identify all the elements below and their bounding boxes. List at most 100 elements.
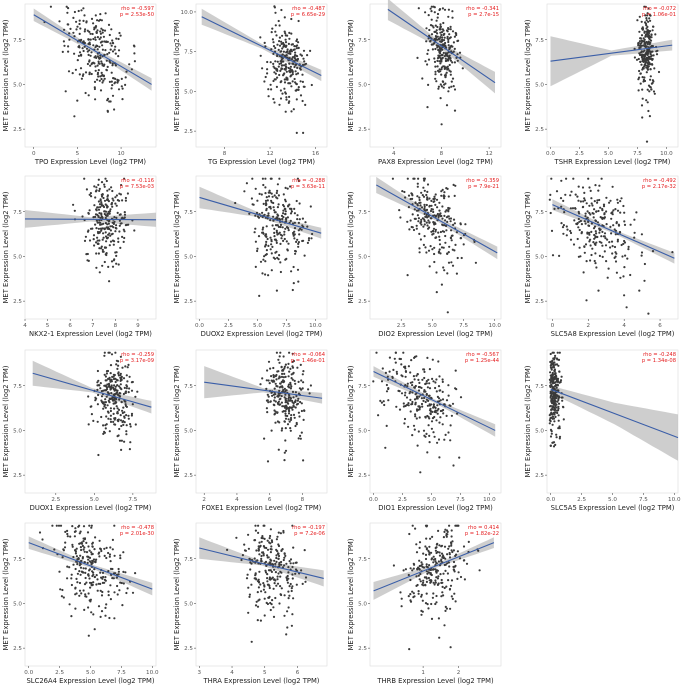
- data-point: [443, 197, 446, 200]
- plot-frame: [24, 175, 157, 320]
- data-point: [599, 228, 602, 231]
- data-point: [432, 561, 435, 564]
- data-point: [448, 545, 451, 548]
- data-point: [272, 366, 275, 370]
- data-point: [284, 449, 288, 452]
- data-point: [598, 198, 601, 202]
- data-point: [282, 410, 285, 413]
- x-tick-label: 8: [223, 151, 227, 157]
- data-point: [414, 403, 417, 406]
- data-point: [293, 45, 296, 48]
- data-point: [59, 588, 62, 591]
- data-point: [430, 204, 433, 207]
- data-point: [297, 242, 300, 245]
- data-point: [89, 64, 92, 67]
- data-point: [445, 66, 448, 69]
- x-tick-label: 5.0: [90, 497, 99, 503]
- data-point: [442, 195, 445, 198]
- data-point: [117, 567, 120, 571]
- data-point: [101, 227, 104, 230]
- data-point: [437, 407, 440, 411]
- data-point: [557, 364, 560, 367]
- data-point: [101, 250, 104, 253]
- data-point: [129, 423, 132, 426]
- data-point: [430, 617, 434, 621]
- data-point: [90, 524, 93, 527]
- data-point: [266, 556, 269, 559]
- data-point: [440, 581, 443, 585]
- data-point: [584, 215, 587, 218]
- data-point: [93, 244, 96, 247]
- data-point: [554, 374, 558, 377]
- data-point: [125, 424, 128, 427]
- data-point: [289, 82, 292, 85]
- data-point: [434, 549, 437, 552]
- data-point: [621, 255, 624, 258]
- data-point: [302, 239, 305, 242]
- data-point: [290, 385, 293, 388]
- data-point: [76, 563, 79, 566]
- data-point: [287, 229, 290, 232]
- data-point: [379, 399, 382, 402]
- data-point: [589, 259, 592, 262]
- data-point: [302, 131, 305, 134]
- data-point: [450, 234, 453, 237]
- data-point: [112, 259, 115, 262]
- data-point: [289, 50, 292, 53]
- data-point: [443, 586, 446, 590]
- data-point: [117, 263, 120, 266]
- data-point: [420, 593, 423, 597]
- data-point: [260, 554, 263, 558]
- data-point: [434, 35, 437, 38]
- data-point: [423, 207, 426, 210]
- data-point: [292, 282, 295, 285]
- data-point: [109, 598, 112, 601]
- data-point: [447, 44, 450, 47]
- data-point: [257, 599, 260, 602]
- data-point: [257, 586, 260, 589]
- data-point: [274, 11, 277, 14]
- data-point: [49, 5, 53, 8]
- data-point: [449, 424, 452, 427]
- data-point: [269, 219, 272, 222]
- data-point: [306, 241, 309, 244]
- data-point: [302, 418, 305, 421]
- data-point: [281, 92, 284, 95]
- data-point: [272, 45, 276, 48]
- data-point: [386, 375, 389, 378]
- data-point: [93, 28, 96, 31]
- data-point: [640, 44, 643, 47]
- data-point: [280, 560, 283, 564]
- data-point: [102, 74, 105, 77]
- data-point: [273, 209, 276, 212]
- regression-line: [28, 542, 153, 590]
- x-axis-title: DIO2 Expression Level (log2 TPM): [378, 330, 493, 338]
- data-point: [108, 555, 111, 558]
- data-point: [638, 76, 641, 79]
- data-point: [78, 22, 81, 26]
- data-point: [446, 35, 449, 39]
- data-point: [95, 186, 98, 189]
- data-point: [97, 605, 101, 608]
- data-point: [385, 383, 388, 387]
- data-point: [445, 414, 448, 417]
- data-point: [438, 60, 441, 63]
- data-point: [118, 224, 121, 227]
- data-point: [92, 238, 95, 241]
- data-point: [269, 608, 272, 612]
- data-point: [266, 393, 269, 396]
- data-point: [254, 529, 257, 532]
- data-point: [616, 238, 620, 241]
- data-point: [432, 592, 435, 595]
- data-point: [78, 51, 82, 54]
- data-point: [70, 583, 73, 587]
- data-point: [270, 30, 273, 34]
- data-point: [435, 271, 438, 274]
- data-point: [280, 80, 283, 83]
- data-point: [652, 54, 655, 57]
- data-point: [277, 19, 280, 23]
- data-point: [278, 218, 282, 221]
- data-point: [403, 417, 407, 421]
- data-point: [451, 45, 454, 48]
- data-point: [246, 573, 249, 576]
